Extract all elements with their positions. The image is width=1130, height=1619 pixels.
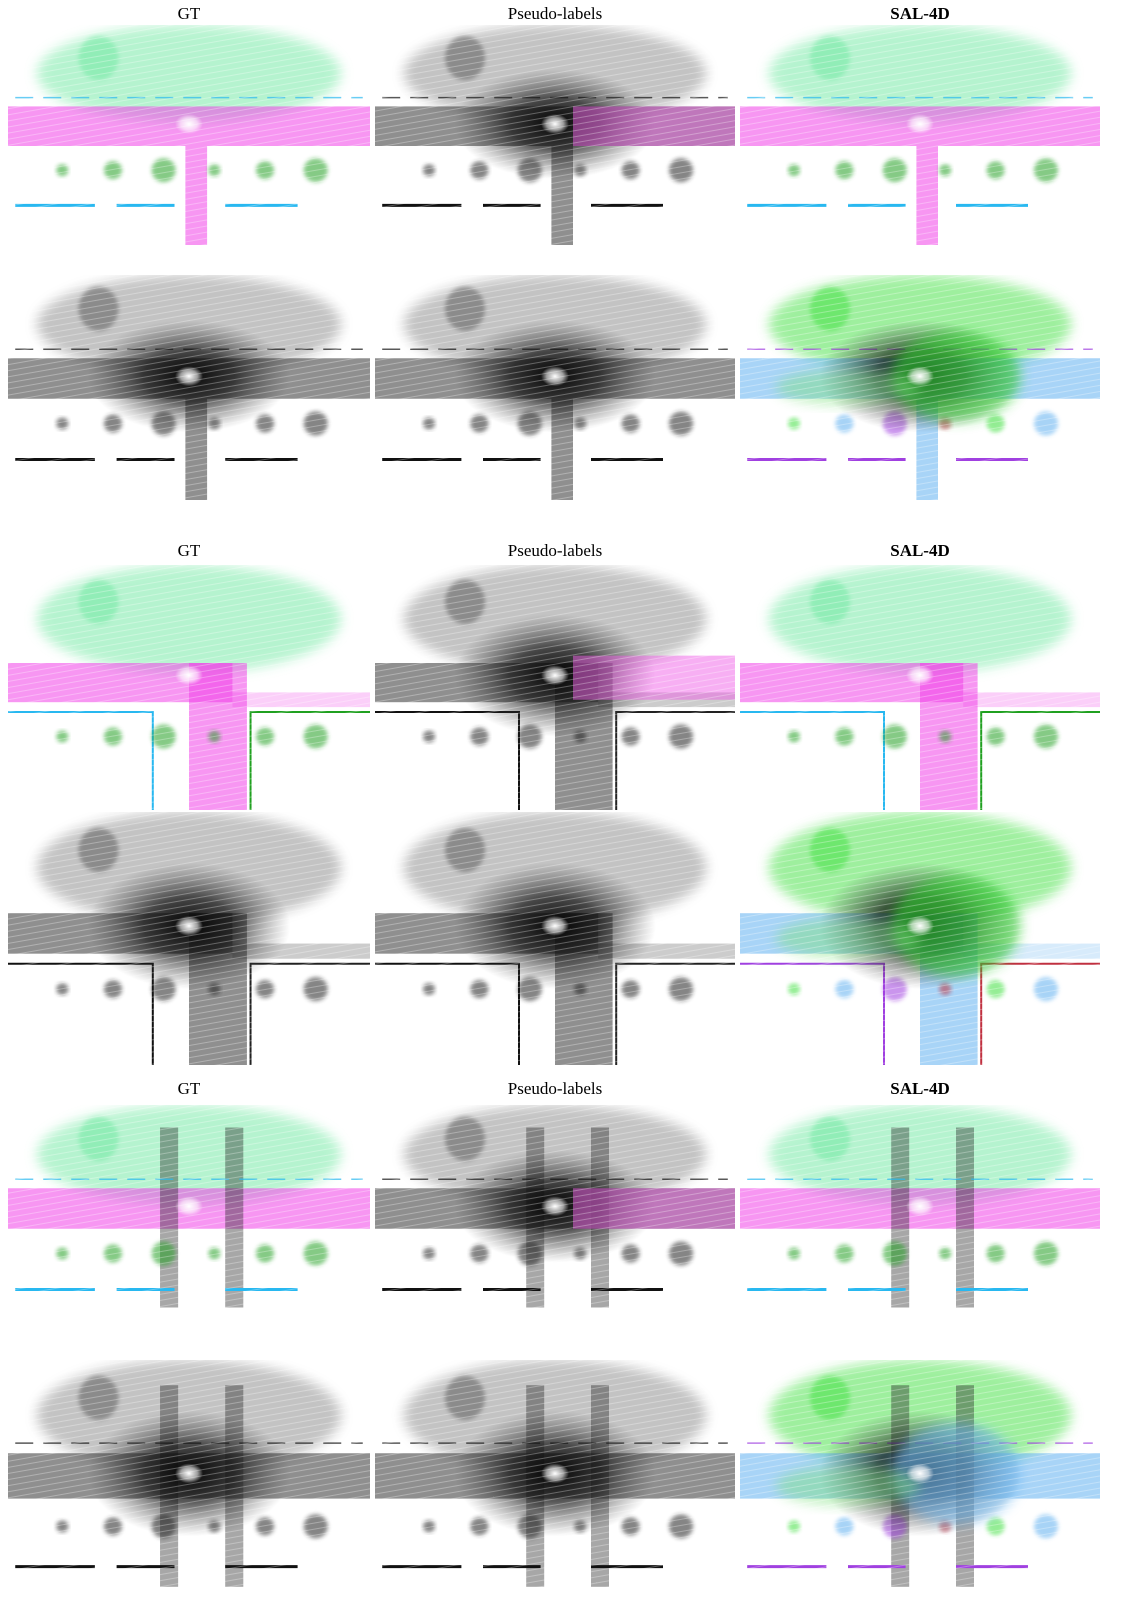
point-cloud-panel <box>375 1105 735 1330</box>
sensor-hole <box>906 114 934 134</box>
road-texture <box>8 25 370 245</box>
sensor-hole <box>541 114 569 134</box>
road-texture <box>740 25 1100 245</box>
road-texture <box>8 1360 370 1612</box>
sensor-hole <box>906 916 934 936</box>
column-header: Pseudo-labels <box>508 4 602 23</box>
point-cloud-panel <box>740 1105 1100 1330</box>
sensor-hole <box>541 665 569 685</box>
sensor-hole <box>541 916 569 936</box>
point-cloud-panel <box>740 565 1100 810</box>
road-texture <box>375 275 735 500</box>
sensor-hole <box>175 916 203 936</box>
sensor-hole <box>906 1196 934 1216</box>
panels <box>8 25 1100 1612</box>
point-cloud-panel <box>740 1360 1100 1612</box>
sensor-hole <box>541 366 569 386</box>
road-texture <box>375 812 735 1065</box>
point-cloud-panel <box>8 1105 370 1330</box>
point-cloud-panel <box>8 565 370 810</box>
sensor-hole <box>175 665 203 685</box>
point-cloud-panel <box>740 25 1100 245</box>
column-header: Pseudo-labels <box>508 541 602 560</box>
column-header: GT <box>178 1079 201 1098</box>
sensor-hole <box>175 114 203 134</box>
road-texture <box>740 812 1100 1065</box>
road-texture <box>740 1360 1100 1612</box>
road-texture <box>740 275 1100 500</box>
road-texture <box>375 1360 735 1612</box>
column-header: Pseudo-labels <box>508 1079 602 1098</box>
column-header: SAL-4D <box>890 541 950 560</box>
sensor-hole <box>175 1463 203 1483</box>
sensor-hole <box>906 1463 934 1483</box>
point-cloud-panel <box>8 275 370 500</box>
point-cloud-panel <box>8 812 370 1065</box>
sensor-hole <box>175 1196 203 1216</box>
road-texture <box>740 565 1100 810</box>
point-cloud-panel <box>375 565 735 810</box>
sensor-hole <box>541 1196 569 1216</box>
road-texture <box>8 275 370 500</box>
page: GT Pseudo-labels SAL-4D GT Pseudo-labels SAL-… <box>0 0 1130 1619</box>
column-header: SAL-4D <box>890 1079 950 1098</box>
point-cloud-panel <box>375 275 735 500</box>
point-cloud-panel <box>375 25 735 245</box>
sensor-hole <box>906 665 934 685</box>
column-header: GT <box>178 4 201 23</box>
road-texture <box>375 565 735 810</box>
sensor-hole <box>175 366 203 386</box>
road-texture <box>375 1105 735 1330</box>
point-cloud-panel <box>8 1360 370 1612</box>
point-cloud-panel <box>740 812 1100 1065</box>
column-header: GT <box>178 541 201 560</box>
sensor-hole <box>541 1463 569 1483</box>
road-texture <box>8 1105 370 1330</box>
point-cloud-panel <box>8 25 370 245</box>
column-header: SAL-4D <box>890 4 950 23</box>
sensor-hole <box>906 366 934 386</box>
point-cloud-panel <box>740 275 1100 500</box>
figure: GT Pseudo-labels SAL-4D GT Pseudo-labels SAL-… <box>0 0 1130 1619</box>
point-cloud-panel <box>375 1360 735 1612</box>
road-texture <box>8 565 370 810</box>
point-cloud-panel <box>375 812 735 1065</box>
road-texture <box>8 812 370 1065</box>
road-texture <box>740 1105 1100 1330</box>
road-texture <box>375 25 735 245</box>
